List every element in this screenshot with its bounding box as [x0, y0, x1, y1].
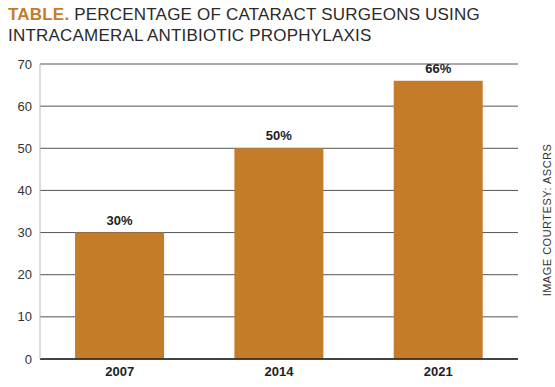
svg-text:0: 0	[25, 352, 32, 367]
html-text:TABLE. PERCENTAGE OF CATARACT: TABLE. PERCENTAGE OF CATARACT SURGEONS U…	[8, 5, 480, 45]
svg-text:40: 40	[18, 183, 32, 198]
svg-text:10: 10	[18, 309, 32, 324]
svg-text:2021: 2021	[424, 364, 453, 379]
html-text:IMAGE COURTESY: ASCRS: IMAGE COURTESY: ASCRS	[541, 143, 553, 297]
svg-text:60: 60	[18, 99, 32, 114]
svg-text:2007: 2007	[105, 364, 134, 379]
svg-text:70: 70	[18, 57, 32, 72]
svg-text:66%: 66%	[425, 61, 451, 76]
svg-text:20: 20	[18, 267, 32, 282]
svg-text:50%: 50%	[266, 128, 292, 143]
svg-text:30: 30	[18, 225, 32, 240]
svg-text:30%: 30%	[107, 213, 133, 228]
svg-text:50: 50	[18, 141, 32, 156]
svg-text:2014: 2014	[265, 364, 295, 379]
